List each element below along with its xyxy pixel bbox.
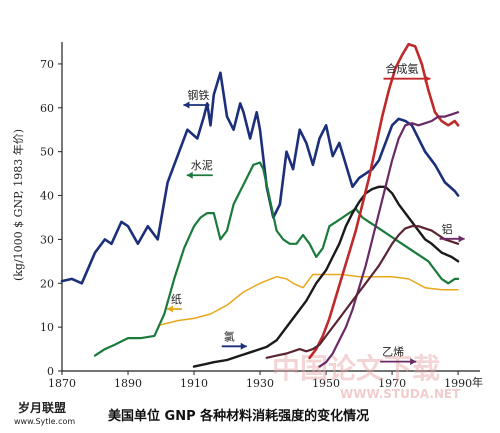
- y-tick-label: 60: [40, 102, 54, 115]
- logo-url: www.Sytle.com: [14, 417, 75, 426]
- annotation-arrow-head: [186, 171, 193, 179]
- annotation-arrow-head: [424, 75, 431, 83]
- series-line-5: [318, 111, 460, 368]
- x-tick-label: 1990: [444, 377, 472, 390]
- annotation-label: 氯: [224, 329, 235, 343]
- series-line-3: [192, 185, 460, 368]
- y-axis-label: (kg/1000 $ GNP, 1983 年价): [11, 129, 25, 281]
- y-tick-label: 50: [40, 146, 54, 159]
- annotation-label: 铝: [442, 222, 453, 236]
- annotation-label: 乙烯: [382, 346, 404, 359]
- y-tick-label: 30: [40, 233, 54, 246]
- y-tick-label: 0: [47, 365, 54, 378]
- x-tick-label: 1930: [246, 377, 274, 390]
- x-tick-label: 1970: [378, 377, 406, 390]
- annotation-arrow-head: [410, 358, 417, 366]
- annotation-label: 钢铁: [187, 89, 209, 102]
- y-tick-label: 10: [40, 321, 54, 334]
- y-ticks: 0 10 20 30 40 50 60 70: [40, 58, 62, 378]
- series-line-1: [93, 161, 460, 357]
- x-axis-end-label: 年: [472, 375, 483, 389]
- x-ticks: 1870 1890 1910 1930 1950 1970 1990: [48, 371, 472, 390]
- watermark-text: 中国论文下载: [272, 352, 440, 385]
- series-line-0: [60, 71, 460, 285]
- annotation-arrow-head: [240, 342, 247, 350]
- y-tick-label: 70: [40, 58, 54, 71]
- annotation-arrow-head: [183, 101, 190, 109]
- x-tick-label: 1870: [48, 377, 76, 390]
- annotation-label: 水泥: [191, 159, 213, 172]
- y-tick-label: 40: [40, 190, 54, 203]
- annotation-arrow-head: [458, 235, 465, 243]
- annotation-label: 合成氨: [385, 62, 418, 76]
- series-line-6: [265, 225, 460, 359]
- x-tick-label: 1890: [114, 377, 142, 390]
- series-line-2: [160, 273, 459, 326]
- series-layer: [60, 42, 460, 368]
- series-line-4: [308, 42, 460, 360]
- x-tick-label: 1950: [312, 377, 340, 390]
- chart-caption: 美国单位 GNP 各种材料消耗强度的变化情况: [108, 408, 369, 424]
- logo-text: 岁月联盟: [18, 400, 66, 415]
- watermark-url: WWW.STUDA.NET: [340, 387, 461, 401]
- x-tick-label: 1910: [180, 377, 208, 390]
- annotation-arrow-head: [166, 305, 173, 313]
- annotation-label: 纸: [171, 293, 182, 306]
- y-tick-label: 20: [40, 277, 54, 290]
